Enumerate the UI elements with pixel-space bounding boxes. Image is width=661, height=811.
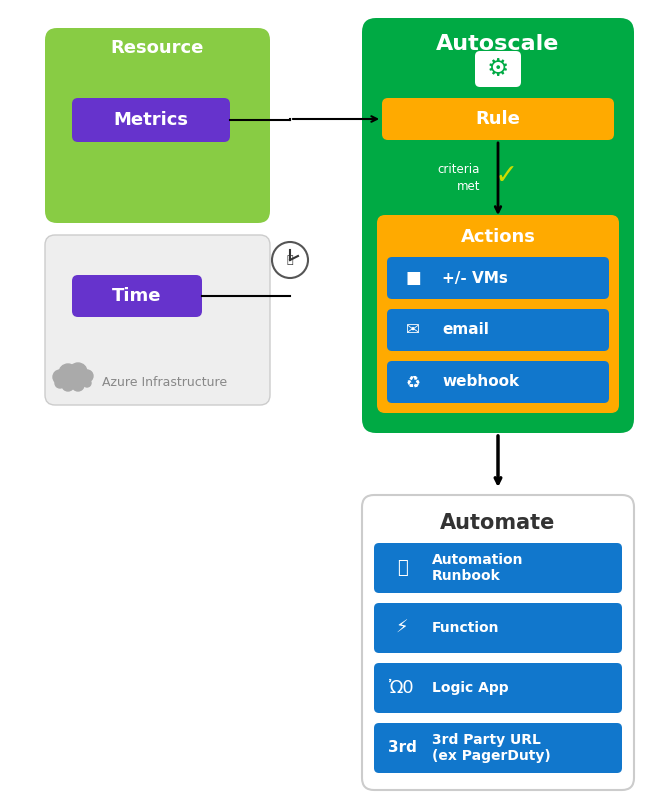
Text: Automation
Runbook: Automation Runbook [432,553,524,583]
Text: ⧖: ⧖ [287,255,293,265]
Text: Azure Infrastructure: Azure Infrastructure [102,376,227,389]
Text: Resource: Resource [111,39,204,57]
Text: 3rd: 3rd [387,740,416,756]
Text: ■: ■ [405,269,421,287]
Text: ⚙: ⚙ [486,57,509,81]
Text: Autoscale: Autoscale [436,34,560,54]
Text: Metrics: Metrics [114,111,188,129]
FancyBboxPatch shape [374,543,622,593]
FancyBboxPatch shape [475,51,521,87]
Circle shape [83,379,91,387]
Circle shape [81,370,93,382]
FancyBboxPatch shape [374,723,622,773]
Text: Ὠ0: Ὠ0 [389,679,415,697]
FancyBboxPatch shape [45,28,270,223]
Text: Automate: Automate [440,513,556,533]
Text: ⚡: ⚡ [396,619,408,637]
Text: email: email [442,323,489,337]
Text: Logic App: Logic App [432,681,508,695]
Text: ♻: ♻ [406,373,420,391]
Text: criteria
met: criteria met [438,163,480,193]
FancyBboxPatch shape [45,235,270,405]
FancyBboxPatch shape [387,257,609,299]
FancyBboxPatch shape [72,98,230,142]
FancyBboxPatch shape [377,215,619,413]
Text: Actions: Actions [461,228,535,246]
FancyBboxPatch shape [374,603,622,653]
Circle shape [59,364,77,382]
Text: Function: Function [432,621,500,635]
FancyBboxPatch shape [387,361,609,403]
Circle shape [72,379,84,391]
Text: webhook: webhook [442,375,519,389]
Text: ✓: ✓ [494,162,518,190]
Text: +/- VMs: +/- VMs [442,271,508,285]
Text: Time: Time [112,287,162,305]
Text: ✉: ✉ [406,321,420,339]
FancyBboxPatch shape [387,309,609,351]
Circle shape [62,379,74,391]
Text: Rule: Rule [475,110,520,128]
Circle shape [272,242,308,278]
FancyBboxPatch shape [374,663,622,713]
FancyBboxPatch shape [362,18,634,433]
FancyBboxPatch shape [382,98,614,140]
Text: 3rd Party URL
(ex PagerDuty): 3rd Party URL (ex PagerDuty) [432,733,551,763]
Circle shape [69,363,87,381]
Circle shape [53,370,67,384]
FancyBboxPatch shape [362,495,634,790]
Text: ⬛: ⬛ [397,559,407,577]
FancyBboxPatch shape [72,275,202,317]
Circle shape [55,378,65,388]
